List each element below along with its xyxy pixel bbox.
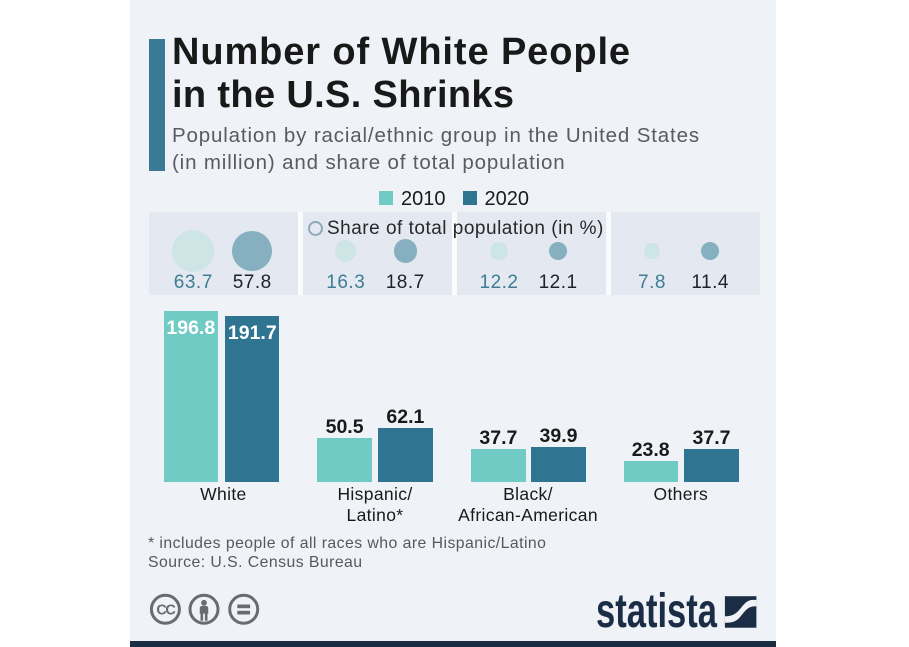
svg-text:CC: CC	[156, 602, 176, 618]
svg-text:statista: statista	[596, 586, 717, 634]
